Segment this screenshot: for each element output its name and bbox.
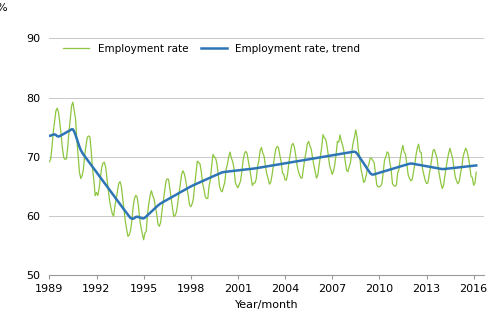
Text: %: % [0, 4, 7, 13]
Line: Employment rate, trend: Employment rate, trend [49, 129, 476, 219]
Line: Employment rate: Employment rate [49, 102, 476, 240]
X-axis label: Year/month: Year/month [235, 300, 298, 310]
Legend: Employment rate, Employment rate, trend: Employment rate, Employment rate, trend [63, 44, 360, 54]
